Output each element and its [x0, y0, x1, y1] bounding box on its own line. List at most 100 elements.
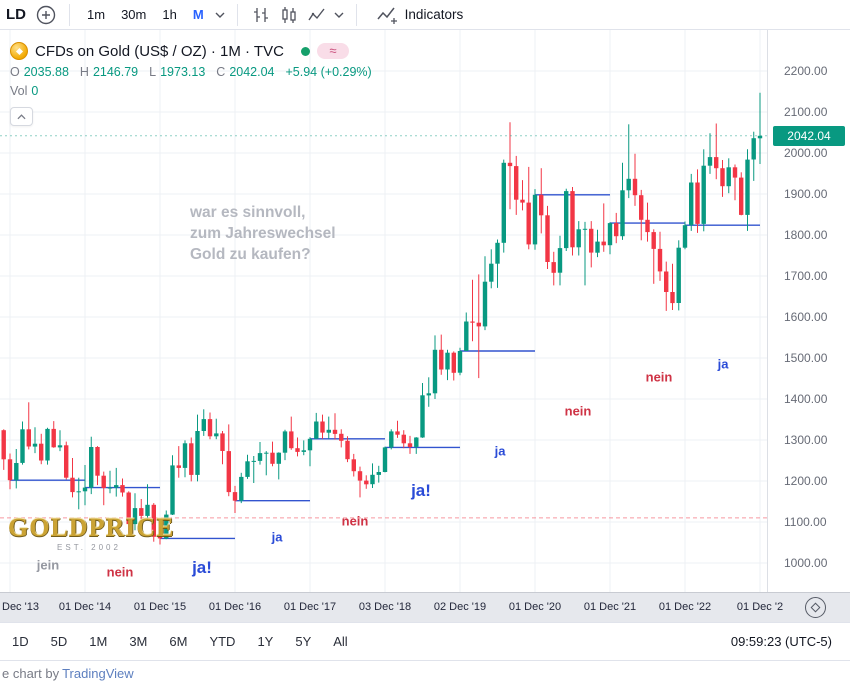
annotation-text: ja: [494, 443, 506, 459]
candle-body: [189, 443, 194, 475]
close-label: C: [216, 65, 226, 79]
candle-body: [576, 229, 581, 248]
bars-style-icon[interactable]: [247, 2, 275, 28]
candle-body: [732, 167, 738, 178]
time-axis-label: 01 Dec '2: [736, 601, 784, 613]
candle-body: [557, 248, 563, 273]
candle-body: [195, 431, 200, 475]
candle-body: [220, 433, 225, 451]
high-label: H: [79, 65, 89, 79]
candle-body: [107, 487, 113, 489]
candle-body: [357, 471, 363, 481]
footer: e chart by TradingView: [0, 660, 850, 685]
candle-body: [382, 447, 388, 472]
candle-body: [270, 452, 275, 464]
toolbar-separator: [69, 3, 70, 26]
interval-1h-button[interactable]: 1h: [154, 2, 184, 28]
last-price-badge: 2042.04: [773, 125, 845, 146]
low-value: 1973.13: [160, 65, 206, 79]
compare-add-icon[interactable]: [32, 2, 60, 28]
candle-body: [182, 443, 188, 468]
time-axis-label: Dec '13: [2, 601, 39, 613]
candle-body: [651, 232, 656, 249]
candle-body: [145, 504, 150, 516]
candle-body: [282, 431, 288, 453]
chart-legend: CFDs on Gold (US$ / OZ) · 1M · TVC ≈ O 2…: [10, 42, 372, 126]
indicators-button[interactable]: Indicators: [372, 5, 468, 25]
area-style-icon[interactable]: [303, 2, 331, 28]
candle-body: [645, 219, 650, 233]
range-ytd-button[interactable]: YTD: [209, 634, 236, 649]
symbol-button[interactable]: LD: [6, 6, 26, 23]
interval-1M-button[interactable]: M: [185, 2, 212, 28]
range-6m-button[interactable]: 6M: [169, 634, 188, 649]
candles-style-icon[interactable]: [275, 2, 303, 28]
candle-body: [307, 438, 313, 451]
candle-body: [445, 352, 450, 370]
price-axis-label: 1900.00: [784, 187, 828, 201]
range-5d-button[interactable]: 5D: [50, 634, 68, 649]
candle-body: [451, 352, 456, 373]
time-axis-label: 01 Dec '14: [58, 601, 112, 613]
time-axis-label: 01 Dec '16: [208, 601, 262, 613]
candle-body: [570, 191, 575, 248]
candle-body: [226, 451, 231, 493]
interval-1m-button[interactable]: 1m: [79, 2, 113, 28]
toolbar-separator: [355, 3, 357, 26]
candle-body: [395, 431, 400, 435]
scales-target-icon[interactable]: [805, 597, 826, 618]
candle-body: [201, 419, 206, 431]
candle-body: [326, 429, 331, 433]
candle-body: [301, 450, 306, 452]
candle-body: [620, 190, 625, 237]
range-1y-button[interactable]: 1Y: [257, 634, 274, 649]
candle-body: [332, 429, 338, 434]
candle-body: [1, 430, 6, 460]
range-3m-button[interactable]: 3M: [129, 634, 148, 649]
symbol-title[interactable]: CFDs on Gold (US$ / OZ) · 1M · TVC: [35, 42, 284, 60]
candle-body: [639, 195, 644, 220]
style-chevron-down-icon[interactable]: [331, 2, 347, 28]
change-value: +5.94 (+0.29%): [285, 65, 372, 79]
candle-body: [520, 199, 525, 203]
candle-body: [251, 460, 256, 462]
candle-body: [720, 168, 725, 187]
candle-body: [564, 191, 569, 249]
interval-30m-button[interactable]: 30m: [113, 2, 154, 28]
candle-body: [14, 463, 19, 481]
price-axis[interactable]: 2200.00 2100.00 2000.00 1900.00 1800.00 1700.…: [767, 30, 850, 592]
candle-body: [139, 508, 144, 516]
interval-chevron-down-icon[interactable]: [212, 2, 228, 28]
approx-values-badge: ≈: [316, 43, 349, 59]
time-axis-label: 01 Dec '22: [658, 601, 712, 613]
candle-body: [289, 431, 294, 449]
candle-body: [151, 504, 156, 537]
range-5y-button[interactable]: 5Y: [295, 634, 312, 649]
candle-body: [664, 271, 669, 292]
range-1m-button[interactable]: 1M: [89, 634, 108, 649]
price-axis-label: 1000.00: [784, 556, 828, 570]
candle-body: [551, 262, 556, 273]
candle-body: [439, 349, 444, 370]
candle-body: [426, 393, 431, 396]
range-all-button[interactable]: All: [333, 634, 348, 649]
range-1d-button[interactable]: 1D: [12, 634, 29, 649]
legend-collapse-button[interactable]: [10, 107, 33, 126]
tradingview-link[interactable]: TradingView: [62, 665, 134, 681]
time-axis[interactable]: Dec '13 01 Dec '14 01 Dec '15 01 Dec '16 01 …: [0, 592, 850, 622]
candle-body: [701, 165, 706, 224]
candle-body: [95, 447, 100, 476]
candle-body: [257, 453, 263, 461]
candle-body: [345, 440, 350, 460]
candle-body: [695, 182, 700, 224]
candle-body: [276, 452, 281, 464]
ohlc-row: O 2035.88 H 2146.79 L 1973.13 C 2042.04 …: [10, 65, 372, 79]
price-axis-label: 2200.00: [784, 64, 828, 78]
clock-timezone-button[interactable]: 09:59:23 (UTC-5): [725, 633, 838, 650]
candles-series: [1, 92, 763, 545]
candle-body: [582, 228, 588, 230]
annotation-text: jein: [36, 557, 60, 573]
candle-body: [39, 443, 44, 461]
chart-canvas[interactable]: [0, 30, 767, 592]
